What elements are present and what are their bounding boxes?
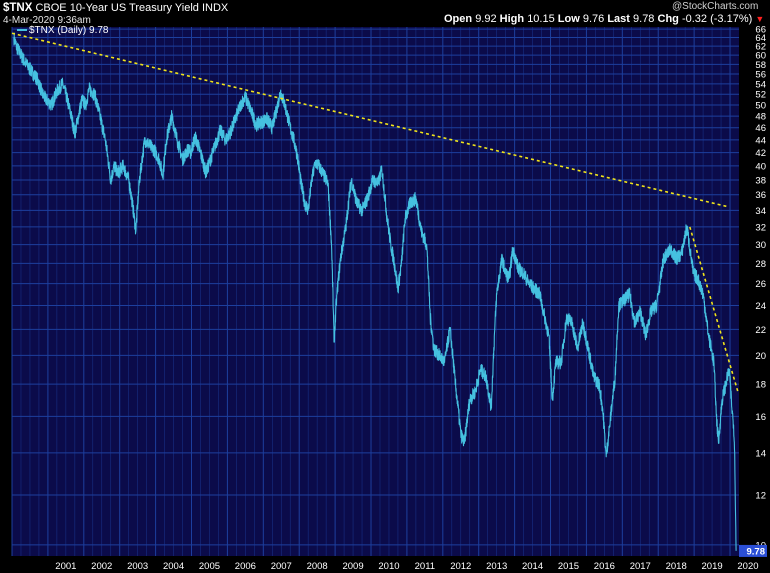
chg-label: Chg (657, 13, 679, 25)
y-tick-label: 34 (755, 206, 766, 217)
y-tick-label: 50 (755, 100, 766, 111)
y-tick-label: 42 (755, 148, 766, 159)
y-tick-label: 54 (755, 79, 766, 90)
y-tick-label: 38 (755, 175, 766, 186)
y-tick-label: 52 (755, 90, 766, 101)
y-tick-label: 44 (755, 135, 766, 146)
trendline (689, 226, 739, 393)
y-tick-label: 46 (755, 123, 766, 134)
last-label: Last (607, 13, 630, 25)
brand-watermark: @StockCharts.com (672, 1, 759, 12)
down-arrow-icon: ▼ (755, 14, 765, 24)
y-tick-label: 48 (755, 112, 766, 123)
x-tick-label: 2015 (558, 561, 579, 572)
high-value: 10.15 (527, 13, 555, 25)
x-tick-label: 2020 (737, 561, 758, 572)
low-label: Low (557, 13, 580, 25)
last-value: 9.78 (633, 13, 655, 25)
series-line (13, 32, 737, 551)
y-tick-label: 58 (755, 60, 766, 71)
open-value: 9.92 (475, 13, 497, 25)
trendlines (11, 32, 739, 393)
x-tick-label: 2010 (378, 561, 399, 572)
y-tick-label: 26 (755, 279, 766, 290)
y-tick-label: 18 (755, 380, 766, 391)
last-value-label: 9.78 (747, 546, 766, 557)
trendline (11, 32, 727, 208)
high-label: High (499, 13, 525, 25)
y-axis: 1012141618202224262830323436384042444648… (755, 25, 766, 552)
y-tick-label: 24 (755, 301, 766, 312)
exchange: INDX (201, 2, 229, 14)
legend-text: $TNX (Daily) 9.78 (29, 25, 109, 36)
x-tick-label: 2004 (163, 561, 184, 572)
x-tick-label: 2019 (702, 561, 723, 572)
x-tick-label: 2016 (594, 561, 615, 572)
x-tick-label: 2013 (486, 561, 507, 572)
plot-area (12, 27, 739, 556)
y-tick-label: 56 (755, 69, 766, 80)
last-value-group: 9.78 (739, 544, 767, 557)
x-tick-label: 2009 (342, 561, 363, 572)
series-legend: $TNX (Daily) 9.78 (17, 25, 108, 36)
y-tick-label: 66 (755, 25, 766, 36)
x-tick-label: 2008 (307, 561, 328, 572)
x-tick-label: 2002 (91, 561, 112, 572)
y-tick-label: 30 (755, 240, 766, 251)
y-tick-label: 32 (755, 222, 766, 233)
description: CBOE 10-Year US Treasury Yield (35, 2, 199, 14)
x-tick-label: 2012 (450, 561, 471, 572)
y-tick-label: 12 (755, 491, 766, 502)
y-tick-label: 64 (755, 33, 766, 44)
x-tick-label: 2011 (415, 561, 435, 572)
y-tick-label: 28 (755, 259, 766, 270)
y-tick-label: 62 (755, 42, 766, 53)
x-tick-label: 2018 (666, 561, 687, 572)
grid-lines (11, 27, 739, 556)
chg-value: -0.32 (-3.17%) (681, 13, 753, 25)
x-tick-label: 2003 (127, 561, 148, 572)
y-tick-label: 40 (755, 161, 766, 172)
series-group (13, 32, 737, 551)
chart-date: 4-Mar-2020 9:36am (3, 15, 91, 26)
y-tick-label: 60 (755, 51, 766, 62)
y-tick-label: 16 (755, 412, 766, 423)
y-tick-label: 22 (755, 325, 766, 336)
symbol: $TNX (3, 2, 33, 14)
x-tick-label: 2017 (630, 561, 651, 572)
chart-title: $TNX CBOE 10-Year US Treasury Yield INDX (3, 2, 228, 14)
x-tick-label: 2014 (522, 561, 543, 572)
low-value: 9.76 (582, 13, 605, 25)
x-tick-label: 2007 (271, 561, 292, 572)
quote-bar: Open 9.92 High 10.15 Low 9.76 Last 9.78 … (444, 13, 764, 25)
open-label: Open (444, 13, 473, 25)
last-value-badge (739, 544, 767, 557)
legend-swatch-icon (17, 29, 27, 32)
y-tick-label: 20 (755, 351, 766, 362)
y-tick-label: 14 (755, 448, 766, 459)
x-tick-label: 2005 (199, 561, 220, 572)
y-tick-label: 36 (755, 190, 766, 201)
x-tick-label: 2006 (235, 561, 256, 572)
x-axis: 2001 2002 2003 2004 2005 2006 2007 2008 2009 2010… (55, 561, 758, 572)
x-tick-label: 2001 (55, 561, 76, 572)
